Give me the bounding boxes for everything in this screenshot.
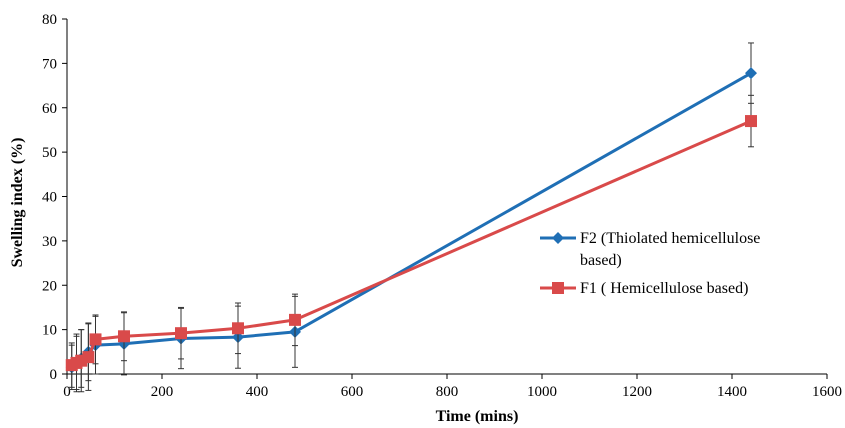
y-tick-label: 30 — [42, 234, 57, 250]
data-point — [232, 322, 244, 335]
x-tick-label: 1200 — [622, 384, 652, 400]
x-tick-label: 0 — [63, 384, 71, 400]
x-tick-label: 400 — [246, 384, 269, 400]
x-axis-title: Time (mins) — [436, 408, 519, 425]
x-tick-label: 600 — [341, 384, 364, 400]
data-point — [745, 115, 757, 128]
legend-item-2: F1 ( Hemicellulose based) — [540, 280, 748, 297]
y-tick-label: 20 — [42, 278, 57, 294]
data-point — [745, 67, 757, 80]
y-tick-label: 70 — [42, 56, 57, 72]
x-tick-label: 1600 — [812, 384, 842, 400]
x-tick-label: 800 — [436, 384, 459, 400]
x-tick-label: 1000 — [527, 384, 557, 400]
legend: F2 (Thiolated hemicellulose based) F1 ( He… — [540, 230, 760, 297]
y-axis-ticks: 0 10 20 30 40 50 60 70 80 — [42, 12, 67, 383]
y-tick-label: 0 — [50, 367, 58, 383]
y-tick-label: 40 — [42, 190, 57, 206]
legend-marker — [552, 282, 564, 294]
legend-label: F2 (Thiolated hemicellulose — [580, 230, 760, 247]
x-axis-ticks: 0 200 400 600 800 1000 1200 1400 1600 — [63, 374, 842, 400]
legend-label: based) — [580, 252, 622, 269]
y-axis-title: Swelling index (%) — [9, 138, 26, 268]
x-tick-label: 200 — [151, 384, 174, 400]
data-point — [118, 330, 130, 343]
data-point — [289, 313, 301, 326]
series-2 — [65, 94, 757, 393]
legend-marker — [552, 232, 564, 244]
series-1 — [65, 42, 757, 391]
x-tick-label: 1400 — [717, 384, 747, 400]
y-tick-label: 10 — [42, 323, 57, 339]
series-line — [70, 71, 752, 369]
y-tick-label: 60 — [42, 101, 57, 117]
y-tick-label: 50 — [42, 145, 57, 161]
legend-item-1: F2 (Thiolated hemicellulose based) — [540, 230, 760, 269]
series-layer — [65, 42, 757, 393]
data-point — [89, 333, 102, 346]
data-point — [82, 351, 95, 364]
y-tick-label: 80 — [42, 12, 57, 28]
legend-label: F1 ( Hemicellulose based) — [580, 280, 748, 297]
data-point — [175, 327, 187, 340]
